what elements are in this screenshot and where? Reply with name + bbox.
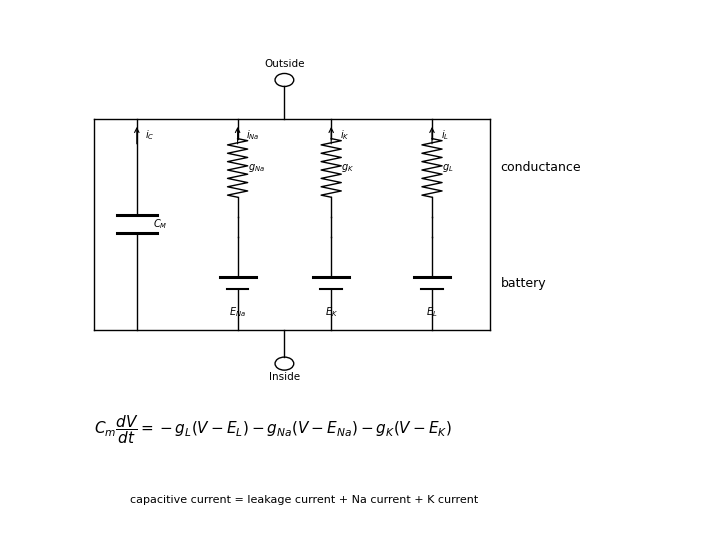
Text: $g_{Na}$: $g_{Na}$	[248, 162, 265, 174]
Text: $i_K$: $i_K$	[340, 128, 349, 142]
Text: $i_{Na}$: $i_{Na}$	[246, 128, 260, 142]
Text: battery: battery	[500, 276, 546, 289]
Text: $g_L$: $g_L$	[442, 162, 454, 174]
Text: Outside: Outside	[264, 59, 305, 69]
Text: capacitive current = leakage current + Na current + K current: capacitive current = leakage current + N…	[130, 495, 478, 505]
Text: $E_{Na}$: $E_{Na}$	[229, 305, 246, 319]
Text: $i_C$: $i_C$	[145, 128, 155, 142]
Text: Inside: Inside	[269, 372, 300, 382]
Text: conductance: conductance	[500, 161, 581, 174]
Text: Updated equivalent electrical circuit of a compartment: Updated equivalent electrical circuit of…	[9, 10, 565, 29]
Text: $C_m \dfrac{dV}{dt} = -g_L(V-E_L) - g_{Na}(V-E_{Na}) - g_K(V-E_K)$: $C_m \dfrac{dV}{dt} = -g_L(V-E_L) - g_{N…	[94, 413, 451, 446]
Text: $g_K$: $g_K$	[341, 162, 354, 174]
Text: $E_L$: $E_L$	[426, 305, 438, 319]
Text: $i_L$: $i_L$	[441, 128, 449, 142]
Text: $E_K$: $E_K$	[325, 305, 338, 319]
Text: $C_M$: $C_M$	[153, 218, 167, 231]
